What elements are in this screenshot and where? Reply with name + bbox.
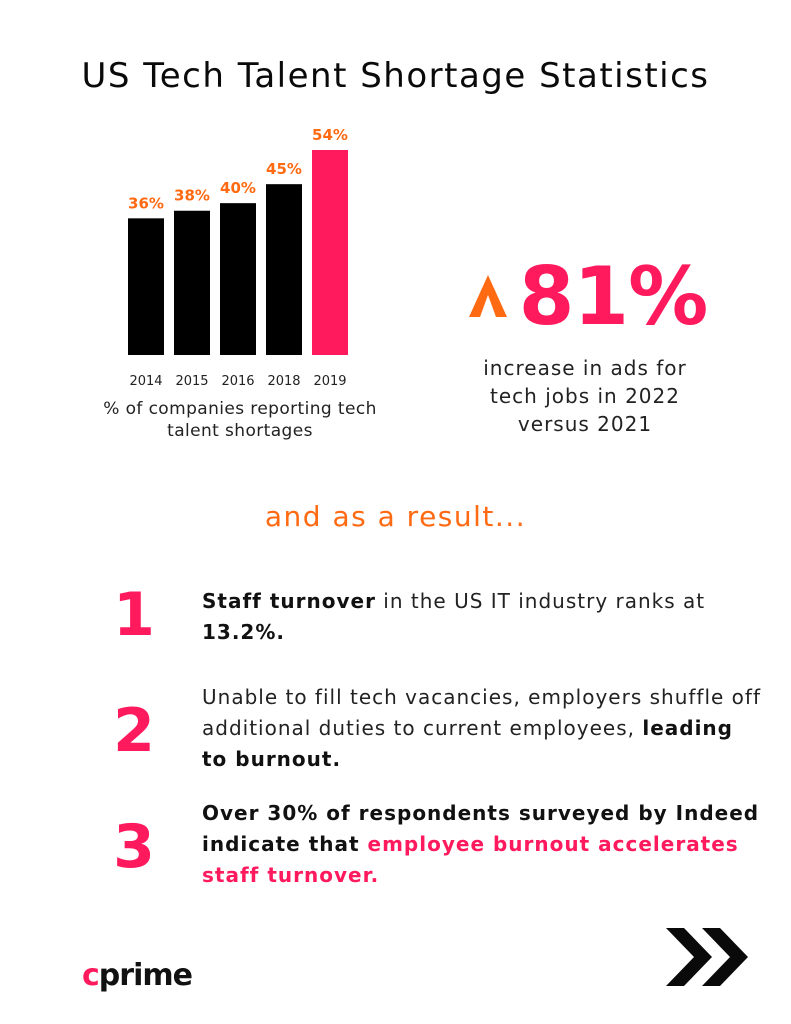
result-text-part: leading to burnout. (202, 716, 733, 771)
up-chevron-icon (468, 275, 507, 317)
value-label-2018: 45% (266, 160, 302, 178)
double-chevron-right-icon (666, 928, 748, 986)
result-number: 2 (113, 696, 155, 766)
result-text-part: 13.2%. (202, 620, 285, 644)
section-subheading: and as a result... (264, 500, 527, 533)
value-label-2019: 54% (312, 126, 348, 144)
logo-rest: prime (98, 958, 193, 993)
bar-2016 (220, 203, 256, 355)
stat-description: increase in ads for tech jobs in 2022 ve… (483, 356, 687, 436)
page-title: US Tech Talent Shortage Statistics (81, 56, 710, 96)
chart-caption: % of companies reporting tech talent sho… (103, 399, 377, 441)
result-text: Unable to fill tech vacancies, employers… (202, 682, 762, 775)
result-text-part: Staff turnover (202, 589, 376, 613)
result-number: 3 (113, 812, 155, 882)
bar-2019 (312, 150, 348, 355)
bar-2015 (174, 210, 210, 355)
x-tick-label-2019: 2019 (313, 374, 346, 389)
stat-value: 81% (518, 249, 708, 343)
value-label-2014: 36% (128, 194, 164, 212)
result-text-part: employee burnout accelerates staff turno… (202, 832, 739, 887)
bar-2014 (128, 218, 164, 355)
x-tick-label-2016: 2016 (221, 374, 254, 389)
logo-first-letter: c (82, 958, 100, 993)
result-text-part: Over 30% of respondents surveyed by Inde… (202, 801, 760, 856)
result-number: 1 (113, 580, 155, 650)
value-label-2015: 38% (174, 187, 210, 205)
cprime-logo: cprime (82, 958, 193, 993)
value-label-2016: 40% (220, 179, 256, 197)
result-text-part: in the US IT industry ranks at (375, 589, 706, 613)
x-tick-label-2015: 2015 (175, 374, 208, 389)
x-tick-label-2014: 2014 (129, 374, 162, 389)
bar-2018 (266, 184, 302, 355)
result-text: Over 30% of respondents surveyed by Inde… (202, 798, 762, 891)
bar-chart: 36% 2014 38% 2015 40% 2016 45% 2018 54% 2019 (128, 126, 348, 389)
result-text: Staff turnover in the US IT industry ran… (202, 586, 762, 648)
result-text-part: Unable to fill tech vacancies, employers… (202, 685, 761, 740)
stat-block: 81% increase in ads for tech jobs in 202… (440, 248, 730, 438)
x-tick-label-2018: 2018 (267, 374, 300, 389)
